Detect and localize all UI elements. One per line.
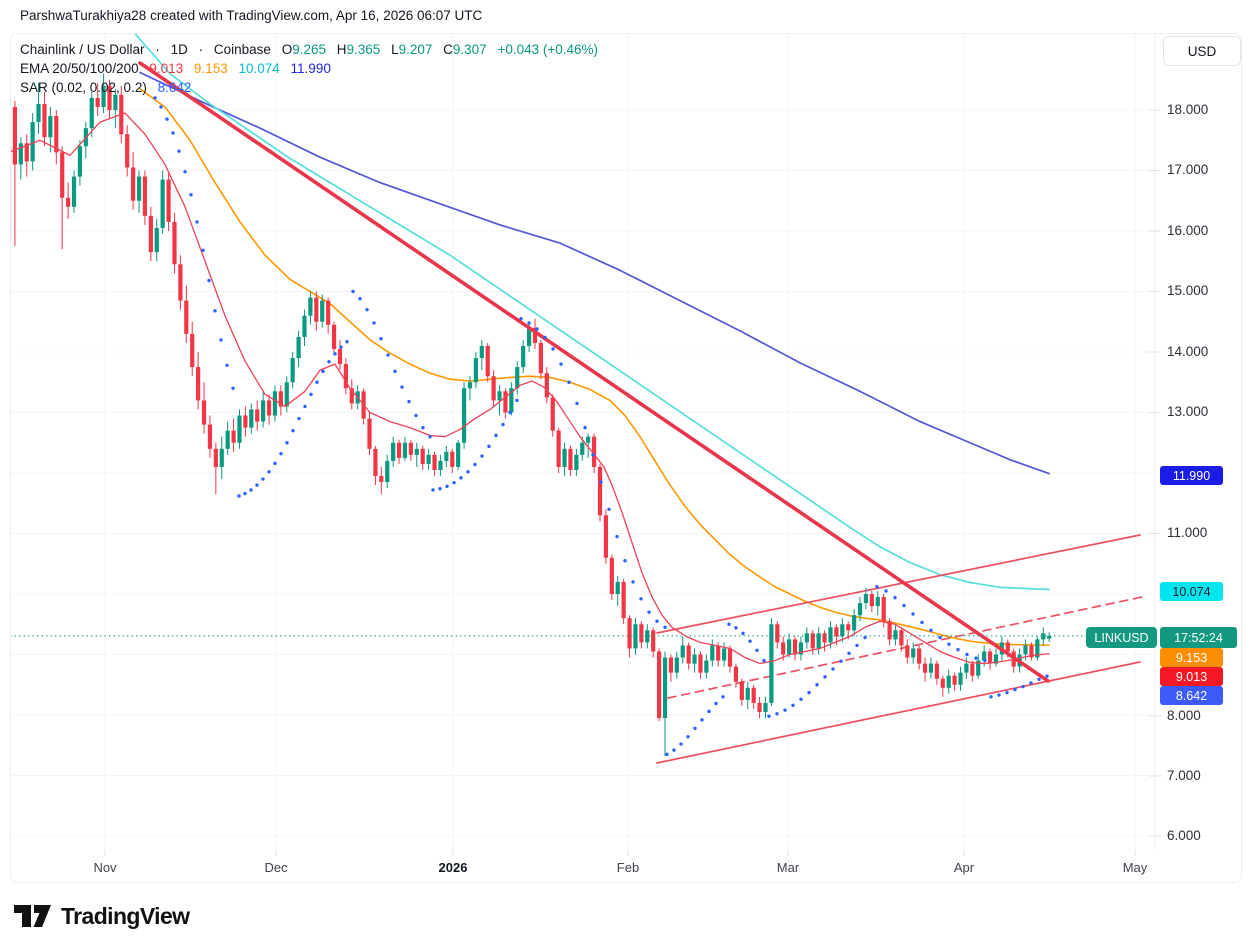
tradingview-logo-icon	[14, 905, 51, 927]
attribution-header: ParshwaTurakhiya28 created with TradingV…	[20, 8, 483, 23]
high-value: 9.365	[346, 42, 381, 57]
separator: ·	[155, 42, 160, 57]
exchange-label[interactable]: Coinbase	[213, 42, 271, 57]
price-axis-label: 7.000	[1167, 767, 1201, 783]
price-axis-label: 16.000	[1167, 222, 1209, 238]
ema100-value: 10.074	[238, 61, 280, 76]
high-label: H	[336, 42, 347, 57]
symbol-name[interactable]: Chainlink / US Dollar	[20, 42, 145, 57]
legend-ema-row[interactable]: EMA 20/50/100/200 9.013 9.153 10.074 11.…	[20, 59, 598, 78]
tradingview-brand-text: TradingView	[61, 903, 190, 929]
price-axis-label: 15.000	[1167, 283, 1209, 298]
close-value: 9.307	[452, 42, 487, 57]
bar-countdown-badge: 17:52:24	[1160, 627, 1237, 648]
time-axis-label: May	[1122, 860, 1148, 875]
candles	[11, 73, 1052, 757]
ema50-value: 9.153	[193, 61, 228, 76]
plot-area	[11, 34, 1154, 764]
change-value: +0.043 (+0.46%)	[497, 42, 599, 57]
price-axis-label: 6.000	[1167, 827, 1201, 843]
legend-symbol-row[interactable]: Chainlink / US Dollar · 1D · Coinbase O9…	[20, 40, 598, 59]
separator: ·	[198, 42, 204, 57]
price-axis-label: 11.000	[1167, 525, 1208, 540]
sar-label[interactable]: SAR (0.02, 0.02, 0.2)	[20, 80, 147, 95]
interval-label[interactable]: 1D	[170, 42, 188, 57]
price-axis-label: 8.000	[1167, 707, 1201, 723]
indicator-value-badge: 8.642	[1160, 686, 1223, 705]
low-value: 9.207	[398, 42, 433, 57]
time-axis-label: Mar	[776, 860, 800, 875]
time-axis-label: Dec	[264, 860, 288, 875]
indicator-value-badge: 9.013	[1160, 667, 1223, 686]
currency-toggle-button[interactable]: USD	[1163, 36, 1241, 66]
open-value: 9.265	[292, 42, 326, 57]
price-axis-label: 17.000	[1167, 162, 1209, 177]
sar-dots	[153, 96, 1049, 757]
indicator-value-badge: 10.074	[1160, 582, 1223, 601]
open-label: O	[281, 42, 293, 57]
price-axis-label: 13.000	[1167, 404, 1209, 419]
sar-value: 8.642	[157, 80, 192, 95]
ema-label[interactable]: EMA 20/50/100/200	[20, 61, 139, 76]
time-axis-label: Feb	[616, 860, 640, 875]
price-axis-label: 18.000	[1167, 101, 1209, 117]
gridlines	[10, 33, 1155, 850]
price-axis-label: 14.000	[1167, 343, 1209, 359]
ema20-value: 9.013	[149, 61, 184, 76]
close-label: C	[443, 42, 453, 57]
indicator-value-badge: 9.153	[1160, 648, 1223, 667]
time-axis-label: Apr	[953, 860, 975, 875]
symbol-price-flag: LINKUSD	[1086, 627, 1157, 648]
time-axis-label: Nov	[93, 860, 117, 875]
legend-sar-row[interactable]: SAR (0.02, 0.02, 0.2) 8.642	[20, 78, 598, 97]
indicator-value-badge: 11.990	[1160, 466, 1223, 485]
ema200-value: 11.990	[290, 61, 331, 76]
chart-legend: Chainlink / US Dollar · 1D · Coinbase O9…	[20, 40, 598, 97]
low-label: L	[391, 42, 399, 57]
time-axis-label: 2026	[438, 860, 468, 875]
tradingview-footer: TradingView	[14, 903, 190, 930]
